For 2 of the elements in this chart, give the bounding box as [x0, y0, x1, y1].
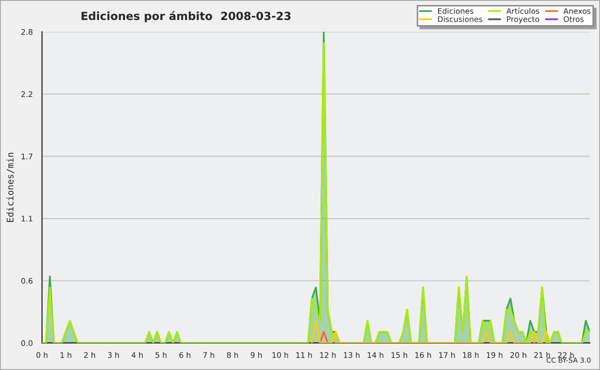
y-axis-title: Ediciones/min: [6, 152, 14, 222]
chart-title: Ediciones por ámbito 2008-03-23: [82, 11, 291, 22]
